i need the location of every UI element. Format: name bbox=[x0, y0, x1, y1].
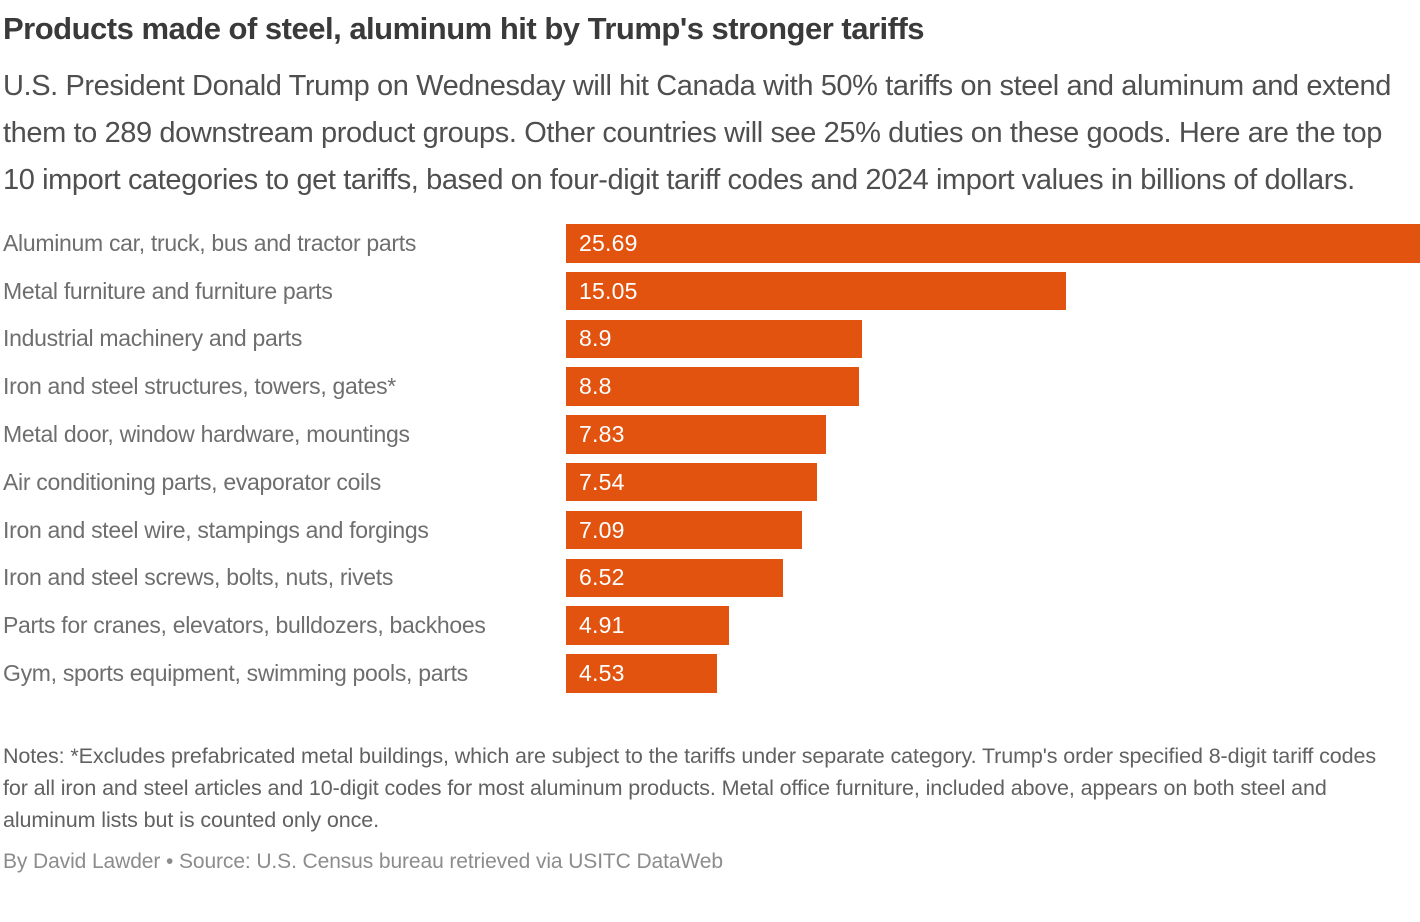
bar-track: 4.91 bbox=[566, 606, 1420, 645]
category-label: Air conditioning parts, evaporator coils bbox=[3, 468, 381, 495]
bar-chart: Aluminum car, truck, bus and tractor par… bbox=[0, 224, 1420, 693]
chart-row: Metal furniture and furniture parts 15.0… bbox=[0, 271, 1420, 311]
category-label: Metal door, window hardware, mountings bbox=[3, 420, 410, 447]
bar: 8.9 bbox=[566, 319, 862, 359]
bar-track: 7.54 bbox=[566, 462, 1420, 502]
chart-row: Air conditioning parts, evaporator coils… bbox=[0, 462, 1420, 502]
bar-track: 4.53 bbox=[566, 654, 1420, 693]
bar-value-label: 6.52 bbox=[579, 564, 625, 591]
bar-value-label: 4.91 bbox=[579, 612, 625, 639]
category-label: Iron and steel screws, bolts, nuts, rive… bbox=[3, 564, 394, 591]
chart-row: Gym, sports equipment, swimming pools, p… bbox=[0, 654, 1420, 693]
bar-track: 8.9 bbox=[566, 319, 1420, 359]
bar: 4.53 bbox=[566, 654, 717, 693]
bar-value-label: 7.54 bbox=[579, 468, 625, 495]
chart-row: Iron and steel wire, stampings and forgi… bbox=[0, 510, 1420, 550]
chart-subtitle: U.S. President Donald Trump on Wednesday… bbox=[3, 70, 1391, 196]
category-label: Aluminum car, truck, bus and tractor par… bbox=[3, 229, 417, 256]
category-label: Iron and steel structures, towers, gates… bbox=[3, 373, 396, 400]
category-label: Industrial machinery and parts bbox=[3, 325, 303, 352]
chart-row: Industrial machinery and parts 8.9 bbox=[0, 319, 1420, 359]
bar-value-label: 15.05 bbox=[579, 277, 638, 304]
bar-value-label: 4.53 bbox=[579, 659, 625, 686]
bar-value-label: 25.69 bbox=[579, 229, 638, 256]
chart-row: Iron and steel structures, towers, gates… bbox=[0, 367, 1420, 406]
chart-row: Parts for cranes, elevators, bulldozers,… bbox=[0, 606, 1420, 645]
chart-title: Products made of steel, aluminum hit by … bbox=[3, 11, 925, 46]
category-label: Gym, sports equipment, swimming pools, p… bbox=[3, 659, 468, 686]
bar-value-label: 8.8 bbox=[579, 373, 612, 400]
bar-track: 7.09 bbox=[566, 510, 1420, 550]
bar: 8.8 bbox=[566, 367, 859, 406]
bar-value-label: 7.83 bbox=[579, 420, 625, 447]
category-label: Parts for cranes, elevators, bulldozers,… bbox=[3, 612, 486, 639]
bar-track: 6.52 bbox=[566, 558, 1420, 598]
bar: 15.05 bbox=[566, 271, 1067, 311]
category-label: Iron and steel wire, stampings and forgi… bbox=[3, 516, 429, 543]
bar-track: 25.69 bbox=[566, 224, 1420, 263]
chart-notes: Notes: *Excludes prefabricated metal bui… bbox=[3, 743, 1376, 832]
chart-row: Aluminum car, truck, bus and tractor par… bbox=[0, 224, 1420, 263]
bar: 4.91 bbox=[566, 606, 730, 645]
bar-track: 8.8 bbox=[566, 367, 1420, 406]
chart-row: Metal door, window hardware, mountings 7… bbox=[0, 415, 1420, 454]
chart-row: Iron and steel screws, bolts, nuts, rive… bbox=[0, 558, 1420, 598]
bar-track: 7.83 bbox=[566, 415, 1420, 454]
category-label: Metal furniture and furniture parts bbox=[3, 277, 333, 304]
bar: 7.54 bbox=[566, 462, 817, 502]
bar: 7.09 bbox=[566, 510, 802, 550]
bar-value-label: 8.9 bbox=[579, 325, 612, 352]
bar-track: 15.05 bbox=[566, 271, 1420, 311]
bar-value-label: 7.09 bbox=[579, 516, 625, 543]
bar: 25.69 bbox=[566, 224, 1420, 263]
bar: 6.52 bbox=[566, 558, 783, 598]
chart-byline: By David Lawder • Source: U.S. Census bu… bbox=[3, 849, 723, 873]
bar: 7.83 bbox=[566, 415, 827, 454]
